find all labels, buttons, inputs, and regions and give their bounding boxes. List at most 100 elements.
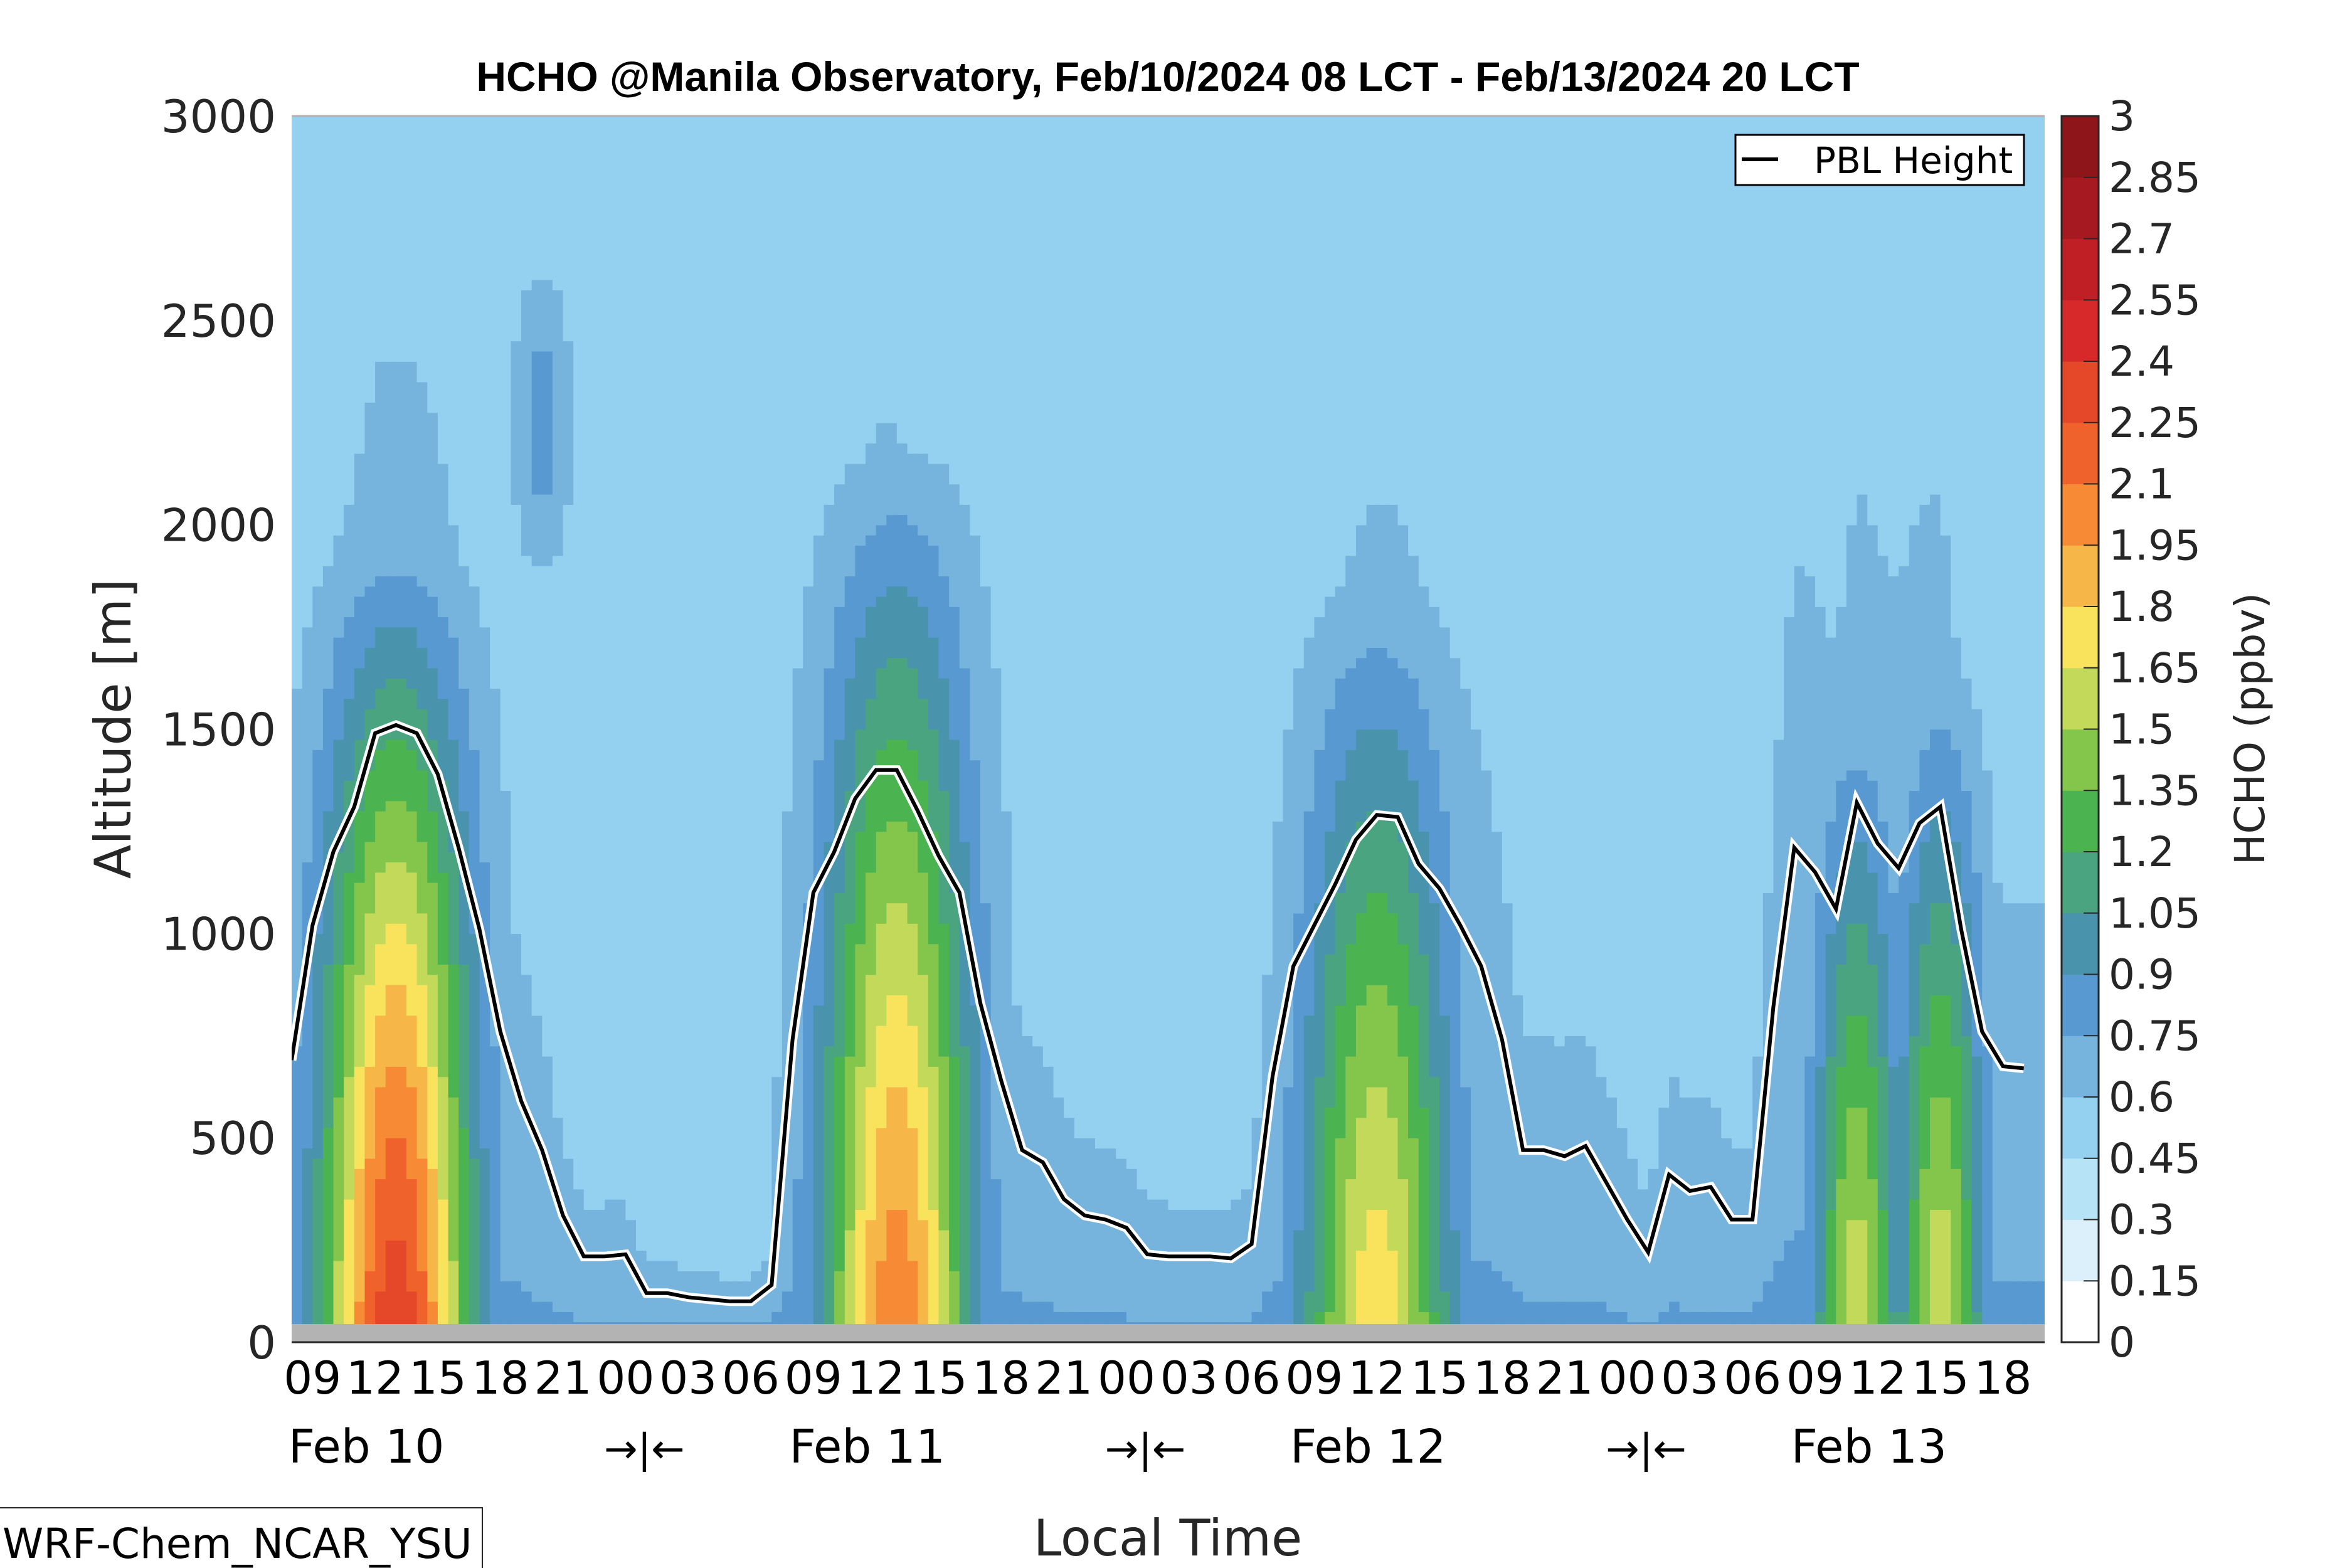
contour-cell: [980, 116, 992, 587]
contour-cell: [1523, 1036, 1534, 1302]
contour-cell: [918, 1219, 929, 1324]
contour-cell: [1303, 810, 1315, 1016]
contour-cell: [333, 637, 344, 740]
contour-cell: [1575, 1036, 1586, 1302]
contour-cell: [844, 923, 856, 1057]
contour-cell: [344, 964, 355, 1078]
contour-cell: [928, 463, 940, 546]
contour-cell: [834, 893, 845, 1057]
contour-cell: [844, 1229, 856, 1324]
contour-cell: [396, 862, 407, 924]
contour-cell: [1564, 1036, 1576, 1302]
contour-cell: [1710, 116, 1722, 1108]
contour-cell: [1157, 1322, 1169, 1324]
contour-cell: [406, 116, 418, 362]
day-boundary-marker: →|←: [1606, 1426, 1687, 1473]
contour-cell: [396, 1138, 407, 1241]
contour-cell: [416, 984, 428, 1067]
contour-cell: [1951, 116, 1962, 638]
contour-cell: [448, 1097, 459, 1261]
contour-cell: [385, 627, 397, 679]
contour-cell: [2034, 1281, 2045, 1324]
contour-cell: [1596, 1076, 1607, 1302]
colorbar-tick-label: 2.4: [2109, 337, 2175, 386]
contour-cell: [1815, 1311, 1826, 1324]
contour-cell: [1377, 984, 1388, 1088]
colorbar-tick-label: 0.9: [2109, 951, 2175, 999]
contour-cell: [1721, 1138, 1732, 1312]
contour-cell: [771, 1311, 783, 1324]
contour-cell: [385, 576, 397, 628]
contour-cell: [1627, 116, 1638, 1159]
contour-cell: [876, 667, 887, 750]
colorbar-tick-label: 1.95: [2109, 521, 2201, 569]
contour-cell: [938, 1229, 950, 1324]
x-tick-label: 15: [910, 1352, 968, 1404]
contour-cell: [1752, 116, 1764, 1057]
contour-cell: [1606, 1311, 1618, 1324]
x-tick-label: 09: [1786, 1352, 1844, 1404]
contour-cell: [2013, 1281, 2025, 1324]
contour-cell: [364, 770, 376, 842]
contour-cell: [896, 657, 908, 740]
contour-cell: [1940, 903, 1951, 995]
contour-cell: [667, 1322, 679, 1324]
x-tick-label: 15: [409, 1352, 467, 1404]
contour-cell: [385, 1066, 397, 1138]
contour-cell: [344, 504, 355, 618]
contour-cell: [1283, 1086, 1294, 1324]
contour-cell: [803, 586, 814, 904]
contour-cell: [1303, 1291, 1315, 1324]
contour-cell: [918, 974, 929, 1088]
contour-cell: [1992, 882, 2004, 1282]
contour-cell: [1387, 657, 1399, 730]
contour-cell: [458, 1127, 470, 1324]
contour-cell: [375, 943, 386, 1016]
legend-box: [1734, 134, 2025, 186]
contour-cell: [1325, 1311, 1336, 1324]
contour-cell: [1074, 1311, 1086, 1324]
contour-cell: [542, 279, 553, 352]
contour-cell: [322, 964, 334, 1128]
contour-cell: [605, 116, 616, 1200]
contour-cell: [511, 116, 522, 342]
x-tick-label: 15: [1912, 1352, 1969, 1404]
contour-cell: [824, 1046, 835, 1324]
contour-cell: [1408, 116, 1419, 556]
legend: PBL Height: [1734, 134, 2025, 186]
contour-cell: [1429, 1311, 1440, 1324]
contour-cell: [1606, 116, 1618, 1098]
contour-cell: [1690, 116, 1701, 1098]
contour-cell: [1408, 1005, 1419, 1138]
contour-cell: [416, 770, 428, 842]
contour-cell: [1460, 116, 1471, 689]
contour-cell: [1857, 1015, 1868, 1108]
contour-cell: [490, 1046, 501, 1324]
contour-cell: [1136, 116, 1148, 1190]
contour-cell: [1325, 596, 1336, 709]
contour-cell: [896, 586, 908, 659]
x-axis-hour-ticks: 09 12 15 18 21 00 03 06 09 12 15 18 21 00 03 06 09 12 15 18…: [283, 1352, 2032, 1404]
contour-cell: [427, 412, 438, 597]
contour-cell: [427, 667, 438, 740]
contour-cell: [396, 361, 407, 576]
model-label-text: WRF-Chem_NCAR_YSU: [3, 1520, 472, 1568]
colorbar-tick-label: 1.65: [2109, 644, 2201, 692]
contour-cell: [1397, 1179, 1409, 1324]
contour-cell: [396, 1240, 407, 1324]
contour-cell: [1418, 1107, 1430, 1312]
contour-cell: [907, 453, 918, 526]
contour-cell: [886, 1086, 898, 1210]
contour-cell: [531, 1301, 543, 1324]
contour-cell: [1471, 729, 1482, 1261]
contour-cell: [1857, 1107, 1868, 1221]
colorbar-swatch: [2062, 790, 2099, 852]
contour-cell: [1971, 116, 1983, 709]
contour-cell: [1721, 116, 1732, 1138]
contour-cell: [406, 1015, 418, 1088]
x-tick-label: 18: [1974, 1352, 2032, 1404]
contour-cell: [416, 1158, 428, 1271]
contour-cell: [886, 422, 898, 516]
contour-cell: [876, 524, 887, 597]
contour-cell: [469, 116, 480, 587]
